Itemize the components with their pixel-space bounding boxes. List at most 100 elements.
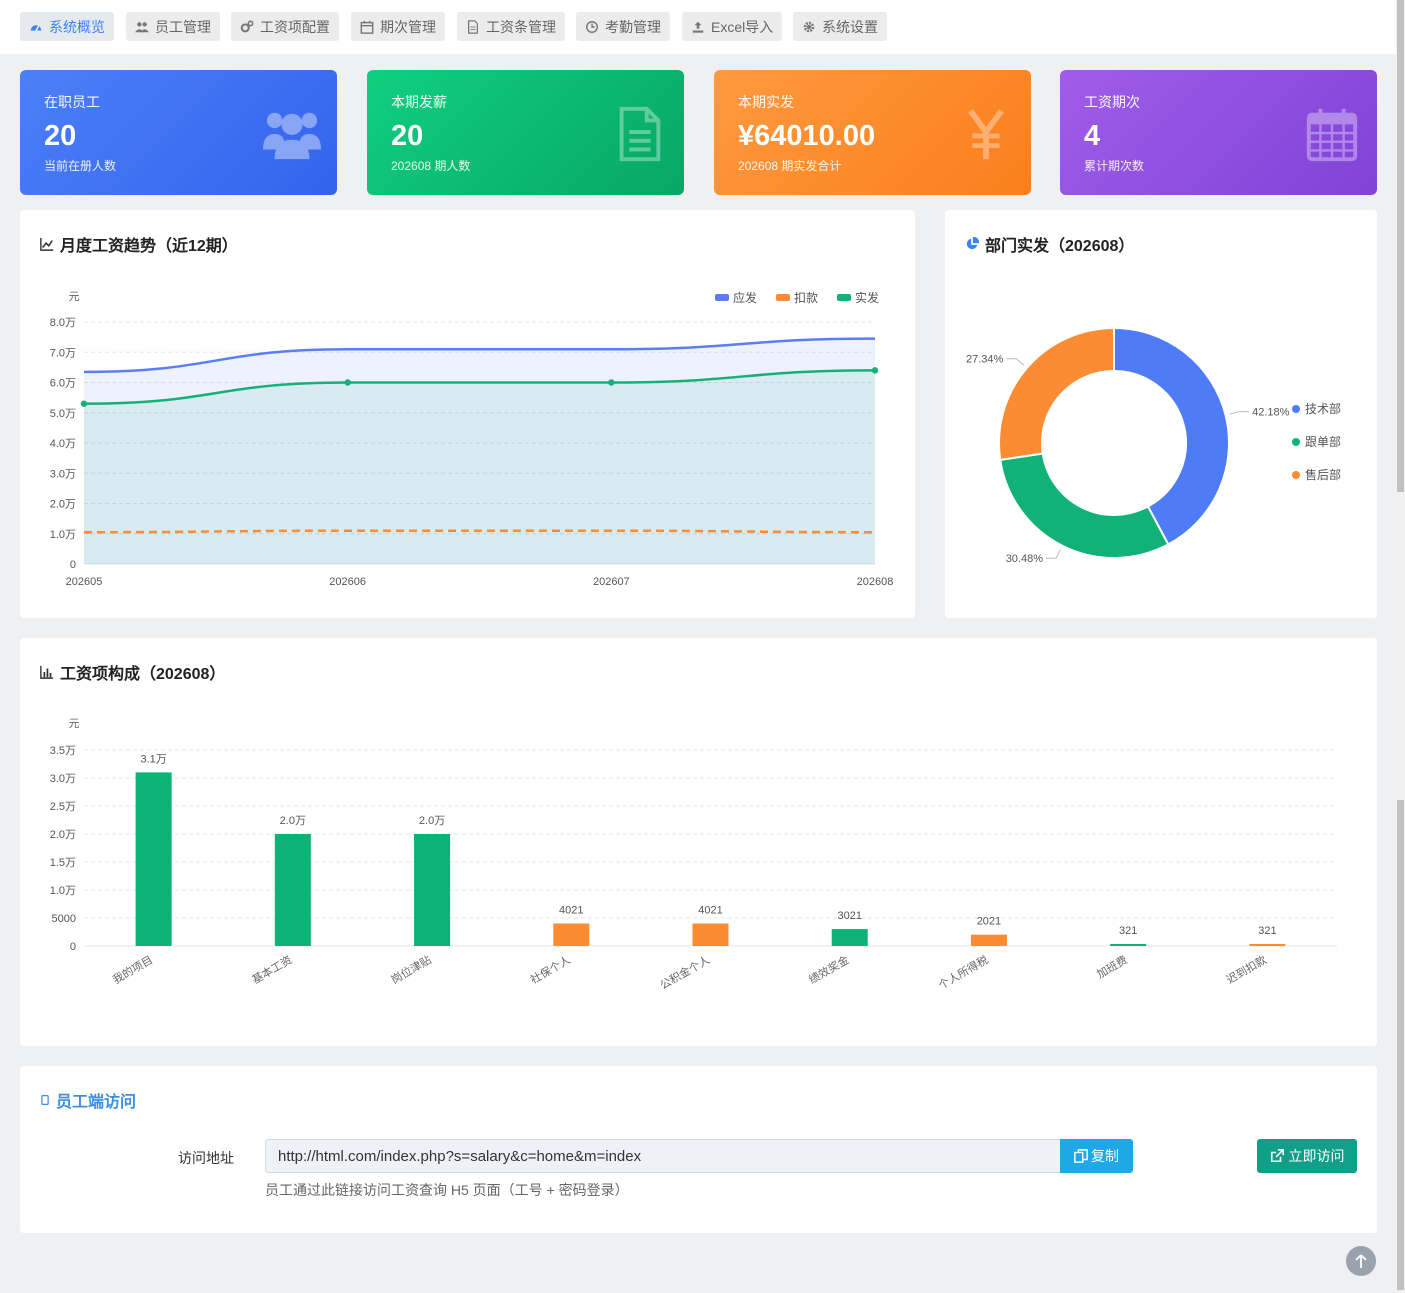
stat-card-net-pay: 本期实发 ¥64010.00 202608 期实发合计 (714, 70, 1031, 195)
y-tick-label: 2.0万 (50, 829, 76, 841)
x-tick-label: 202607 (593, 576, 630, 588)
legend-swatch (715, 294, 729, 301)
y-tick-label: 3.0万 (50, 773, 76, 785)
panel-title-text: 工资项构成（202608） (60, 666, 226, 683)
line-chart-icon (40, 237, 54, 251)
tab-label: 考勤管理 (605, 18, 661, 35)
card-sub: 累计期次数 (1084, 159, 1145, 173)
card-sub: 当前在册人数 (44, 159, 117, 173)
card-label: 在职员工 (44, 94, 100, 110)
x-tick-label: 202608 (857, 576, 894, 588)
bar (1249, 944, 1286, 946)
series-area (84, 370, 875, 564)
slice-label-line (1046, 549, 1061, 559)
legend-swatch (837, 294, 851, 301)
card-sub: 202608 期人数 (391, 159, 471, 173)
tab-employees[interactable]: 员工管理 (126, 12, 220, 41)
y-tick-label: 2.5万 (50, 801, 76, 813)
bar-value-label: 321 (1119, 925, 1137, 937)
tab-payslips[interactable]: 工资条管理 (457, 12, 565, 41)
bar-value-label: 3021 (837, 910, 861, 922)
y-tick-label: 3.5万 (50, 745, 76, 757)
legend-marker (1292, 405, 1300, 413)
arrow-up-icon (1355, 1254, 1367, 1268)
x-tick-label: 绩效奖金 (806, 952, 851, 986)
card-label: 工资期次 (1084, 94, 1140, 110)
back-to-top-button[interactable] (1346, 1246, 1376, 1276)
url-field[interactable]: http://html.com/index.php?s=salary&c=hom… (265, 1139, 1061, 1173)
pie-chart-icon (966, 237, 979, 250)
gear-icon (803, 21, 815, 32)
series-line (83, 529, 876, 534)
y-tick-label: 4.0万 (50, 438, 76, 450)
slice-label-line (1229, 411, 1250, 415)
y-tick-label: 5000 (52, 913, 76, 925)
y-tick-label: 0 (70, 941, 76, 953)
copy-icon (1074, 1149, 1088, 1163)
cogs-icon (240, 20, 254, 32)
bar-value-label: 3.1万 (140, 753, 166, 765)
data-point (80, 400, 88, 407)
tab-attendance[interactable]: 考勤管理 (576, 12, 670, 41)
visit-button[interactable]: 立即访问 (1257, 1139, 1357, 1173)
bar-value-label: 2021 (977, 916, 1001, 928)
pie-slice (999, 452, 1170, 559)
users-icon (263, 112, 321, 160)
scrollbar[interactable] (1396, 0, 1405, 1293)
top-nav: 系统概览 员工管理 工资项配置 期次管理 工资条管理 考勤管理 Excel导入 … (0, 0, 1396, 54)
file-icon (468, 19, 478, 34)
trend-title: 月度工资趋势（近12期） (40, 232, 238, 256)
series-line (83, 337, 876, 374)
upload-icon (692, 21, 704, 33)
calendar-icon (1306, 108, 1358, 162)
legend-swatch (776, 294, 790, 301)
card-label: 本期实发 (738, 94, 794, 110)
dept-title: 部门实发（202608） (965, 232, 1134, 256)
card-value: ¥64010.00 (738, 120, 876, 152)
slice-label-line (1006, 358, 1025, 366)
trend-panel (20, 210, 915, 618)
copy-label: 复制 (1091, 1148, 1119, 1164)
panel-title-text: 员工端访问 (56, 1094, 137, 1111)
tab-label: Excel导入 (711, 18, 774, 35)
x-tick-label: 个人所得税 (936, 952, 991, 992)
scrollbar-thumb[interactable] (1397, 0, 1404, 492)
y-unit-label: 元 (69, 718, 80, 730)
legend-marker (1292, 471, 1300, 479)
card-sub: 202608 期实发合计 (738, 159, 842, 173)
card-label: 本期发薪 (391, 94, 447, 110)
bar-value-label: 4021 (698, 904, 722, 916)
trend-chart: 元 0 1.0万 2.0万 3.0万 4.0万 5.0万 6.0万 7.0万 8.0万 202605… (50, 290, 894, 588)
legend-label: 跟单部 (1305, 434, 1341, 449)
tab-settings[interactable]: 系统设置 (793, 12, 887, 41)
card-value: 4 (1084, 120, 1101, 152)
series-area (84, 338, 875, 564)
copy-button[interactable]: 复制 (1060, 1139, 1133, 1173)
card-value: 20 (391, 120, 424, 152)
legend-label: 技术部 (1305, 401, 1341, 416)
tab-overview[interactable]: 系统概览 (20, 12, 114, 41)
bar (970, 934, 1007, 946)
tab-salary-items[interactable]: 工资项配置 (231, 12, 339, 41)
bar-value-label: 2.0万 (280, 815, 306, 827)
legend-label: 实发 (855, 290, 879, 305)
bar-value-label: 2.0万 (419, 815, 445, 827)
y-tick-label: 1.0万 (50, 885, 76, 897)
x-tick-label: 公积金个人 (657, 952, 712, 992)
tab-label: 员工管理 (155, 18, 211, 35)
bar (135, 772, 172, 946)
data-point (608, 379, 615, 386)
url-text: http://html.com/index.php?s=salary&c=hom… (278, 1147, 642, 1165)
panel-title-text: 部门实发（202608） (985, 238, 1135, 255)
tab-excel-import[interactable]: Excel导入 (682, 12, 783, 41)
scrollbar-thumb[interactable] (1397, 800, 1404, 1290)
tab-periods[interactable]: 期次管理 (351, 12, 445, 41)
x-tick-label: 迟到扣款 (1224, 952, 1269, 986)
y-tick-label: 7.0万 (50, 347, 76, 359)
legend-label: 应发 (733, 290, 757, 305)
bar (831, 929, 868, 946)
y-tick-label: 1.5万 (50, 857, 76, 869)
y-tick-label: 1.0万 (50, 529, 76, 541)
